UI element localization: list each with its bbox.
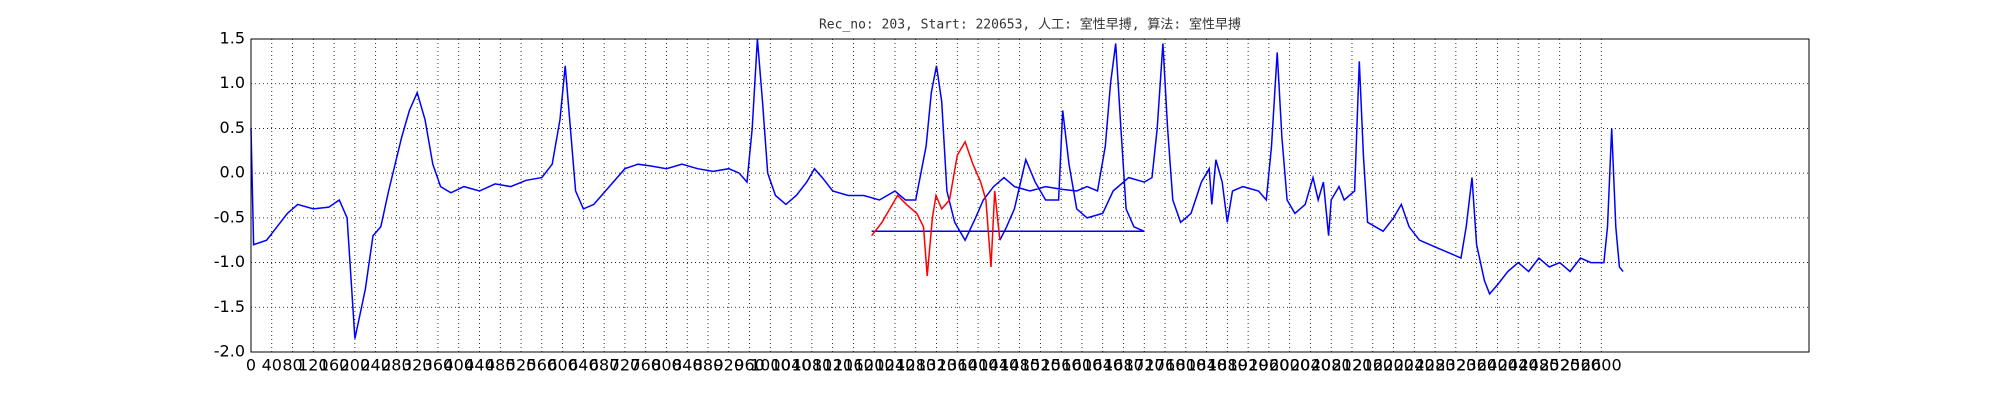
x-tick-label: 1280: [895, 356, 936, 375]
x-tick-label: 2560: [1560, 356, 1601, 375]
x-tick-label: 1840: [1186, 356, 1227, 375]
x-tick-label: 440: [464, 356, 495, 375]
x-tick-label: 1920: [1228, 356, 1269, 375]
x-tick-label: 2080: [1311, 356, 1352, 375]
x-tick-label: 200: [340, 356, 371, 375]
chart-title: Rec_no: 203, Start: 220653, 人工: 室性早搏, 算法…: [819, 17, 1241, 33]
x-tick-label: 2360: [1456, 356, 1497, 375]
x-tick-label: 480: [485, 356, 516, 375]
x-tick-label: 2480: [1519, 356, 1560, 375]
x-tick-label: 160: [319, 356, 350, 375]
x-tick-label: 2400: [1477, 356, 1518, 375]
x-tick-label: 1880: [1207, 356, 1248, 375]
x-tick-label: 2320: [1435, 356, 1476, 375]
y-tick-label: 1.5: [220, 29, 245, 48]
x-tick-label: 0: [246, 356, 256, 375]
x-tick-label: 1560: [1041, 356, 1082, 375]
y-tick-label: -2.0: [214, 342, 245, 361]
y-tick-label: -1.5: [214, 297, 245, 316]
x-tick-label: 2280: [1415, 356, 1456, 375]
x-tick-label: 1360: [937, 356, 978, 375]
x-tick-label: 760: [630, 356, 661, 375]
x-tick-label: 1240: [875, 356, 916, 375]
x-tick-label: 1960: [1249, 356, 1290, 375]
x-tick-label: 120: [298, 356, 329, 375]
x-tick-label: 600: [547, 356, 578, 375]
x-tick-label: 640: [568, 356, 599, 375]
x-tick-label: 240: [360, 356, 391, 375]
x-tick-label: 560: [527, 356, 558, 375]
x-tick-label: 1440: [978, 356, 1019, 375]
x-tick-label: 1640: [1082, 356, 1123, 375]
x-tick-label: 1680: [1103, 356, 1144, 375]
x-tick-label: 2000: [1269, 356, 1310, 375]
x-tick-label: 1120: [812, 356, 853, 375]
series-line: [250, 38, 1624, 339]
x-tick-label: 1040: [771, 356, 812, 375]
y-tick-label: 0.0: [220, 163, 245, 182]
x-tick-label: 40: [262, 356, 282, 375]
x-tick-label: 320: [402, 356, 433, 375]
x-tick-label: 2440: [1498, 356, 1539, 375]
x-tick-label: 680: [589, 356, 620, 375]
x-tick-label: 920: [714, 356, 745, 375]
x-tick-label: 1320: [916, 356, 957, 375]
x-tick-label: 1400: [958, 356, 999, 375]
y-tick-label: -1.0: [214, 252, 245, 271]
y-tick-label: -0.5: [214, 207, 245, 226]
x-tick-label: 960: [734, 356, 765, 375]
series-line: [871, 140, 1001, 277]
x-tick-label: 80: [282, 356, 302, 375]
x-tick-label: 2040: [1290, 356, 1331, 375]
x-tick-label: 2520: [1539, 356, 1580, 375]
x-tick-label: 1200: [854, 356, 895, 375]
x-tick-label: 2240: [1394, 356, 1435, 375]
x-tick-label: 2120: [1332, 356, 1373, 375]
x-tick-label: 1520: [1020, 356, 1061, 375]
x-tick-label: 360: [423, 356, 454, 375]
x-tick-label: 280: [381, 356, 412, 375]
x-tick-label: 1000: [750, 356, 791, 375]
x-tick-label: 1720: [1124, 356, 1165, 375]
x-tick-label: 520: [506, 356, 537, 375]
y-tick-label: 1.0: [220, 73, 245, 92]
y-tick-label: 0.5: [220, 118, 245, 137]
x-tick-label: 720: [610, 356, 641, 375]
x-tick-label: 840: [672, 356, 703, 375]
x-tick-label: 2160: [1352, 356, 1393, 375]
x-tick-label: 2600: [1581, 356, 1622, 375]
x-tick-label: 400: [443, 356, 474, 375]
x-tick-label: 1600: [1062, 356, 1103, 375]
plot-frame: [250, 38, 1810, 353]
x-tick-label: 880: [693, 356, 724, 375]
x-tick-label: 1760: [1145, 356, 1186, 375]
x-tick-label: 800: [651, 356, 682, 375]
x-tick-label: 1800: [1165, 356, 1206, 375]
x-tick-label: 2200: [1373, 356, 1414, 375]
x-tick-label: 1160: [833, 356, 874, 375]
x-tick-label: 1080: [792, 356, 833, 375]
x-tick-label: 1480: [999, 356, 1040, 375]
